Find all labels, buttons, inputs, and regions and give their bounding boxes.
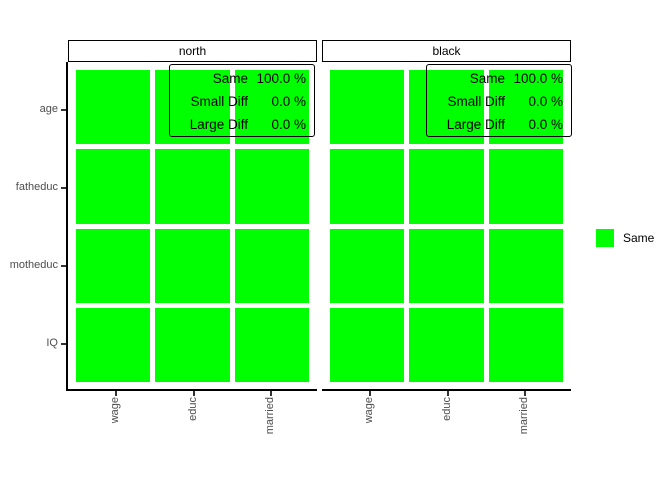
heatmap-cell (155, 307, 230, 382)
heatmap-cell (155, 70, 230, 145)
y-tick (61, 265, 66, 267)
heatmap-cell (488, 307, 563, 382)
x-tick (447, 391, 449, 396)
facet-panel-north (68, 62, 317, 390)
x-tick (270, 391, 272, 396)
facet-strip-black: black (322, 40, 571, 62)
heatmap-cell (234, 228, 309, 303)
heatmap-cell (155, 149, 230, 224)
annotation-box-north: Same 100.0 % Small Diff 0.0 % Large Diff… (169, 64, 315, 137)
x-axis-label-wage: wage (109, 397, 121, 424)
legend-key-same (596, 229, 614, 247)
y-axis-label-age: age (39, 103, 58, 115)
y-tick (61, 109, 66, 111)
heatmap-cell (76, 228, 151, 303)
heatmap-cell (330, 307, 405, 382)
annotation-row: Same 100.0 % (431, 67, 563, 90)
heatmap-cell (409, 307, 484, 382)
annotation-label: Large Diff (446, 117, 505, 132)
x-axis-label-married: married (264, 397, 276, 435)
annotation-label: Small Diff (447, 94, 505, 109)
annotation-value: 0.0 % (528, 94, 563, 109)
annotation-value: 0.0 % (271, 94, 306, 109)
y-tick (61, 187, 66, 189)
heatmap-cell (155, 228, 230, 303)
annotation-value: 0.0 % (271, 117, 306, 132)
facet-strip-north: north (68, 40, 317, 62)
y-axis-label-motheduc: motheduc (9, 259, 58, 271)
heatmap-cell (488, 70, 563, 145)
x-axis-line-north (68, 389, 317, 391)
y-axis-label-fatheduc: fatheduc (15, 181, 58, 193)
annotation-row: Large Diff 0.0 % (174, 113, 306, 136)
heatmap-cell (409, 70, 484, 145)
annotation-row: Small Diff 0.0 % (431, 90, 563, 113)
annotation-row: Same 100.0 % (174, 67, 306, 90)
heatmap-cell (234, 70, 309, 145)
y-axis-label-iq: IQ (46, 337, 58, 349)
x-axis-line-black (322, 389, 571, 391)
heatmap-cell (488, 149, 563, 224)
annotation-label: Same (212, 71, 248, 86)
heatmap-cell (409, 149, 484, 224)
annotation-label: Small Diff (190, 94, 248, 109)
facet-strip-label: black (432, 44, 461, 58)
x-tick (115, 391, 117, 396)
x-tick (369, 391, 371, 396)
heatmap-cell (234, 307, 309, 382)
annotation-box-black: Same 100.0 % Small Diff 0.0 % Large Diff… (426, 64, 572, 137)
y-tick (61, 343, 66, 345)
heatmap-cell (76, 307, 151, 382)
heatmap-cell (76, 70, 151, 145)
y-axis-line (66, 62, 68, 391)
annotation-value: 0.0 % (528, 117, 563, 132)
annotation-value: 100.0 % (256, 71, 306, 86)
annotation-row: Small Diff 0.0 % (174, 90, 306, 113)
heatmap-cell (234, 149, 309, 224)
annotation-label: Same (469, 71, 505, 86)
x-axis-label-educ: educ (441, 397, 453, 421)
facet-strip-label: north (178, 44, 207, 58)
x-axis-label-educ: educ (187, 397, 199, 421)
x-tick (524, 391, 526, 396)
facet-panel-black (322, 62, 571, 390)
x-tick (193, 391, 195, 396)
annotation-value: 100.0 % (513, 71, 563, 86)
heatmap-cell (330, 149, 405, 224)
legend-label: Same (623, 231, 655, 245)
x-axis-label-married: married (518, 397, 530, 435)
heatmap-cell (488, 228, 563, 303)
annotation-row: Large Diff 0.0 % (431, 113, 563, 136)
heatmap-cell (330, 228, 405, 303)
heatmap-cell (409, 228, 484, 303)
heatmap-cell (76, 149, 151, 224)
annotation-label: Large Diff (189, 117, 248, 132)
x-axis-label-wage: wage (363, 397, 375, 424)
heatmap-cell (330, 70, 405, 145)
